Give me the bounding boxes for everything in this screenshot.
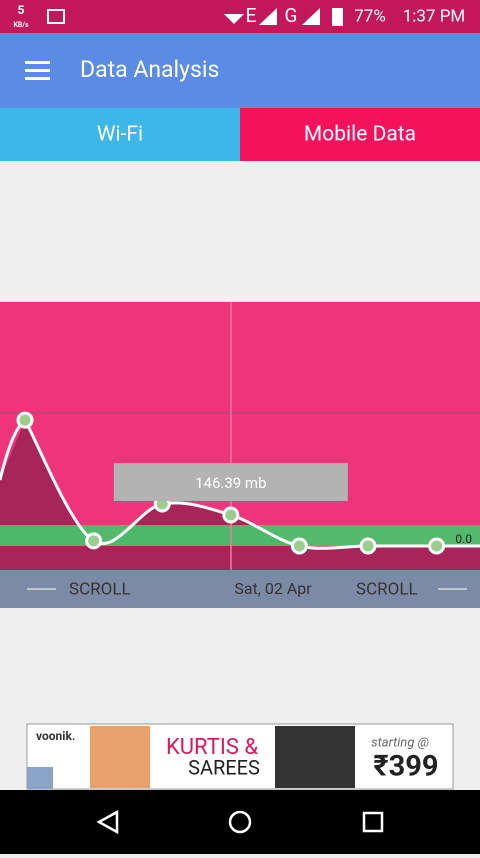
limit-label: 0.0 (455, 532, 472, 546)
network-g: G (285, 4, 298, 27)
point (85, 532, 103, 550)
tab-label[interactable]: Wi-Fi (97, 123, 143, 147)
menu-button[interactable] (25, 61, 50, 80)
back-button[interactable] (96, 809, 119, 835)
ad-line: SAREES (188, 755, 260, 779)
ad-offer: starting @ (371, 735, 429, 750)
ad-banner[interactable]: voonik. KURTIS & SAREES starting @ ₹399 (26, 723, 454, 790)
recents-button[interactable] (362, 811, 384, 833)
scroll-date: Sat, 02 Apr (234, 579, 312, 598)
battery-icon (332, 8, 343, 26)
tab-wifi[interactable] (0, 108, 240, 161)
speed-unit: KB/s (13, 21, 29, 29)
point (222, 506, 240, 524)
scroll-bar (0, 570, 480, 608)
battery: 77% (354, 6, 386, 26)
ad-line: KURTIS & (166, 735, 258, 760)
tooltip-label: 146.39 mb (195, 474, 266, 492)
ad-brand: voonik. (36, 729, 75, 743)
tab-label[interactable]: Mobile Data (304, 123, 416, 147)
app-bar (0, 33, 480, 108)
ad-price: ₹399 (373, 750, 438, 784)
scroll-right[interactable]: SCROLL (356, 579, 418, 599)
wifi-icon (224, 14, 244, 24)
point (290, 537, 308, 555)
point (16, 411, 34, 429)
app-title: Data Analysis (80, 56, 219, 83)
signal-icon (302, 8, 320, 25)
speed: 5 (18, 3, 25, 17)
time: 1:37 PM (403, 6, 466, 26)
home-button[interactable] (228, 810, 252, 834)
signal-icon (259, 8, 277, 25)
point (428, 537, 446, 555)
network-e: E (246, 4, 257, 27)
point (359, 537, 377, 555)
tooltip (113, 462, 348, 501)
scroll-left[interactable]: SCROLL (69, 579, 131, 599)
nav-bar (0, 790, 480, 854)
limit-band (0, 525, 480, 546)
image-icon (47, 9, 65, 24)
tab-mobile[interactable] (240, 108, 480, 161)
